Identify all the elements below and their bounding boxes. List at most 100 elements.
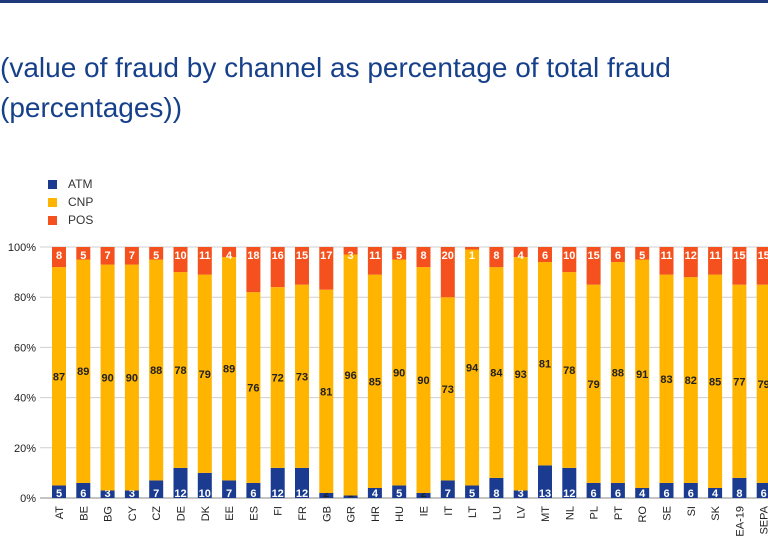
data-label-pos-lu: 8	[493, 250, 499, 262]
data-label-atm-si: 6	[688, 488, 694, 500]
bar-atm-it	[440, 480, 455, 498]
bar-cnp-ea-19	[732, 284, 747, 478]
data-label-pos-es: 18	[247, 250, 259, 262]
data-label-atm-hr: 4	[372, 488, 379, 500]
data-label-pos-de: 10	[174, 250, 186, 262]
bar-pos-ie	[416, 247, 431, 268]
y-tick-label: 100%	[8, 242, 36, 254]
x-tick-label-fr: FR	[297, 506, 309, 521]
bar-atm-se	[659, 482, 674, 498]
data-label-pos-ee: 4	[226, 250, 233, 262]
data-label-pos-nl: 10	[563, 250, 575, 262]
x-tick-label-it: IT	[443, 506, 455, 516]
data-label-cnp-mt: 81	[539, 359, 551, 371]
x-tick-label-mt: MT	[540, 506, 552, 522]
bar-pos-at	[52, 247, 66, 268]
data-label-atm-ro: 4	[639, 488, 646, 500]
x-tick-label-se: SE	[662, 506, 674, 521]
bar-atm-ee	[222, 480, 237, 498]
bar-pos-lv	[513, 247, 528, 258]
x-tick-label-lv: LV	[516, 505, 528, 518]
data-label-cnp-dk: 79	[199, 369, 211, 381]
bar-pos-fr	[295, 247, 309, 285]
data-label-atm-dk: 10	[199, 488, 211, 500]
data-label-pos-mt: 6	[542, 250, 548, 262]
data-label-cnp-pl: 79	[587, 379, 599, 391]
bar-cnp-fi	[270, 287, 285, 468]
x-tick-label-ie: IE	[419, 506, 431, 516]
bar-pos-bg	[100, 247, 115, 265]
bar-atm-lt	[465, 485, 480, 498]
data-label-atm-ee: 7	[226, 488, 232, 500]
y-tick-label: 20%	[14, 443, 36, 455]
bar-pos-pt	[610, 247, 625, 263]
x-tick-label-sepa: SEPA	[759, 505, 768, 534]
bar-pos-ea-19	[732, 247, 747, 285]
bar-atm-lv	[513, 490, 528, 498]
bar-cnp-de	[173, 272, 188, 468]
data-label-cnp-de: 78	[174, 365, 186, 377]
bar-pos-lu	[489, 247, 504, 268]
y-axis: 0% 20% 40% 60% 80% 100%	[8, 242, 36, 505]
data-label-cnp-it: 73	[442, 384, 454, 396]
bar-cnp-fr	[295, 284, 309, 468]
bar-cnp-ro	[635, 259, 650, 488]
data-label-cnp-si: 82	[685, 375, 697, 387]
bar-atm-cy	[124, 490, 139, 498]
x-tick-label-hr: HR	[370, 506, 382, 522]
bars: 5878689539073907788512781010791178946761…	[52, 247, 768, 500]
bar-cnp-ee	[222, 257, 237, 481]
y-tick-label: 60%	[14, 342, 36, 354]
data-label-pos-si: 12	[685, 250, 697, 262]
bar-cnp-at	[52, 267, 66, 486]
bar-atm-es	[246, 482, 261, 498]
x-tick-label-de: DE	[176, 506, 188, 521]
bar-cnp-gb	[319, 289, 334, 493]
x-tick-label-hu: HU	[394, 506, 406, 522]
data-label-cnp-lv: 93	[515, 369, 527, 381]
bar-atm-dk	[197, 472, 212, 498]
data-label-atm-lv: 3	[518, 488, 524, 500]
data-label-pos-ea-19: 15	[733, 250, 745, 262]
data-label-cnp-ee: 89	[223, 364, 235, 376]
bar-cnp-be	[76, 259, 91, 483]
bar-pos-gr	[343, 247, 358, 255]
data-label-atm-fi: 12	[272, 488, 284, 500]
x-tick-label-fi: FI	[273, 506, 285, 516]
bar-cnp-lv	[513, 257, 528, 491]
x-tick-label-nl: NL	[564, 506, 576, 520]
data-label-cnp-gr: 96	[344, 370, 356, 382]
bar-cnp-bg	[100, 264, 115, 491]
data-label-atm-mt: 13	[539, 488, 551, 500]
bar-atm-sk	[708, 487, 723, 498]
data-label-pos-sepa: 15	[758, 250, 768, 262]
data-label-pos-fi: 16	[272, 250, 284, 262]
data-label-atm-at: 5	[56, 488, 62, 500]
legend-label-cnp: CNP	[68, 195, 93, 209]
data-label-atm-gb: 2	[323, 488, 329, 500]
bar-atm-hu	[392, 485, 407, 498]
data-label-pos-gb: 17	[320, 250, 332, 262]
x-tick-label-lu: LU	[491, 506, 503, 520]
bar-pos-mt	[538, 247, 552, 263]
data-label-cnp-hr: 85	[369, 376, 381, 388]
legend-swatch-cnp	[48, 198, 57, 207]
data-label-pos-pt: 6	[615, 250, 621, 262]
data-label-atm-it: 7	[445, 488, 451, 500]
data-label-atm-be: 6	[80, 488, 86, 500]
data-label-cnp-bg: 90	[101, 373, 113, 385]
bar-cnp-es	[246, 292, 261, 483]
bar-cnp-gr	[343, 254, 358, 496]
bar-pos-lt	[465, 247, 480, 250]
bar-atm-gr	[343, 495, 358, 498]
data-label-atm-ie: 2	[420, 488, 426, 500]
x-tick-label-gr: GR	[346, 506, 358, 523]
legend-swatch-atm	[48, 180, 57, 189]
data-label-cnp-es: 76	[247, 383, 259, 395]
data-label-cnp-ie: 90	[417, 375, 429, 387]
data-label-pos-fr: 15	[296, 250, 308, 262]
bar-atm-hr	[367, 487, 382, 498]
bar-cnp-mt	[538, 262, 552, 466]
bar-cnp-sepa	[756, 284, 768, 483]
